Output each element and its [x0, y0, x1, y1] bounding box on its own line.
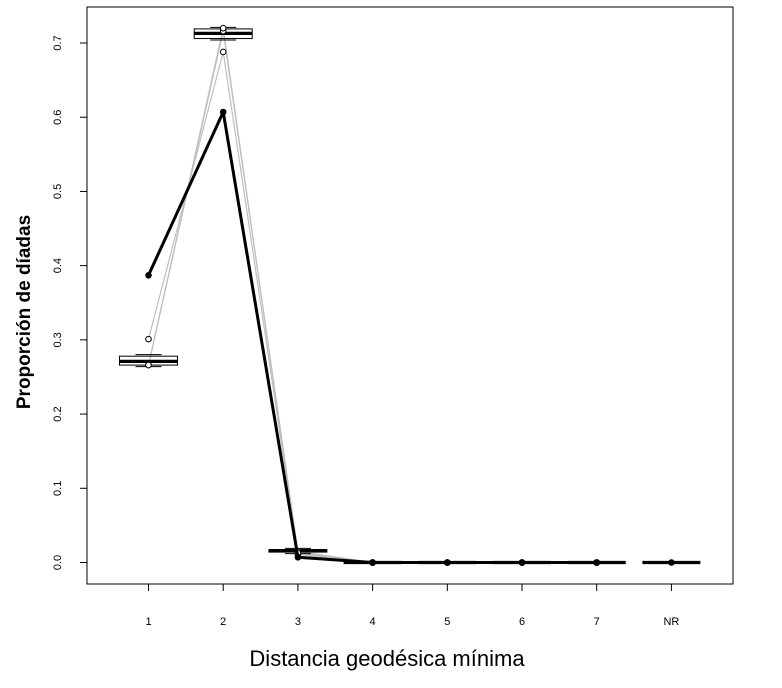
observed-point [593, 559, 600, 566]
x-axis: 1 2 3 4 5 6 7 NR [145, 584, 679, 628]
observed-series [145, 108, 675, 566]
observed-line [147, 110, 597, 564]
observed-point [145, 271, 152, 279]
y-tick-label: 0.6 [52, 110, 64, 125]
x-tick-label: NR [663, 616, 679, 628]
y-tick-label: 0.4 [52, 258, 64, 273]
observed-point [219, 108, 227, 116]
observed-point [668, 559, 675, 566]
observed-point [294, 554, 302, 561]
simulation-point [145, 335, 152, 343]
y-tick-label: 0.3 [52, 332, 64, 347]
observed-point [518, 559, 526, 566]
simulation-line [147, 28, 597, 564]
x-tick-label: 7 [594, 616, 600, 628]
y-tick-label: 0.2 [52, 406, 64, 421]
simulation-point [219, 24, 227, 32]
x-tick-label: 1 [145, 616, 151, 628]
x-tick-label: 3 [295, 616, 301, 628]
x-tick-label: 2 [220, 616, 226, 628]
observed-point [369, 559, 376, 566]
simulation-lines [147, 28, 597, 564]
x-tick-label: 5 [444, 616, 450, 628]
y-axis: 0.0 0.1 0.2 0.3 0.4 0.5 0.6 0.7 [52, 35, 87, 570]
y-tick-label: 0.0 [52, 555, 64, 570]
x-axis-title: Distancia geodésica mínima [249, 646, 525, 671]
y-tick-label: 0.5 [52, 184, 64, 199]
simulation-point [219, 48, 227, 56]
x-tick-label: 4 [370, 616, 376, 628]
y-axis-title: Proporción de díadas [14, 215, 35, 409]
observed-point [444, 559, 451, 566]
simulation-points [145, 24, 601, 566]
x-tick-label: 6 [519, 616, 525, 628]
simulation-line [147, 30, 597, 564]
y-tick-label: 0.1 [52, 481, 64, 496]
plot-frame [86, 6, 734, 585]
simulation-point [145, 361, 152, 369]
y-tick-label: 0.7 [52, 35, 64, 50]
